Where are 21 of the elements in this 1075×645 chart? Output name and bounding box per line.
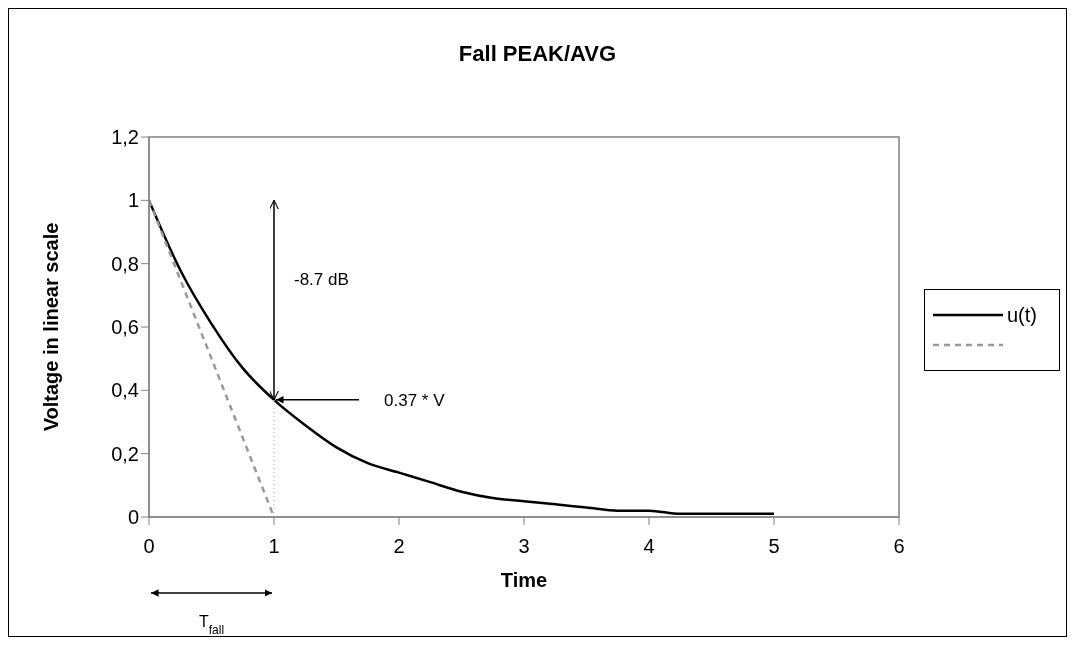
x-tick-label: 5 xyxy=(768,535,780,558)
x-tick-label: 0 xyxy=(143,535,155,558)
legend-label: u(t) xyxy=(1007,303,1037,327)
y-tick-label: 0,8 xyxy=(111,252,139,275)
annotation: 0.37 * V xyxy=(384,390,446,410)
y-tick-label: 1 xyxy=(127,189,139,212)
x-axis-title: Time xyxy=(500,569,548,591)
chart-title: Fall PEAK/AVG xyxy=(457,41,618,67)
y-tick-label: 1,2 xyxy=(111,126,139,149)
y-axis-title: Voltage in linear scale xyxy=(40,222,63,432)
y-tick-label: 0 xyxy=(127,506,139,529)
x-tick-label: 1 xyxy=(268,535,280,558)
x-tick-label: 6 xyxy=(893,535,905,558)
annotation: -8.7 dB xyxy=(294,270,349,290)
y-tick-label: 0,2 xyxy=(111,442,139,465)
x-tick-label: 2 xyxy=(393,535,405,558)
y-tick-label: 0,4 xyxy=(111,379,139,402)
y-tick-label: 0,6 xyxy=(111,316,139,339)
x-tick-label: 4 xyxy=(643,535,655,558)
text: T$_{fall}$ xyxy=(198,613,225,637)
x-tick-label: 3 xyxy=(518,535,530,558)
